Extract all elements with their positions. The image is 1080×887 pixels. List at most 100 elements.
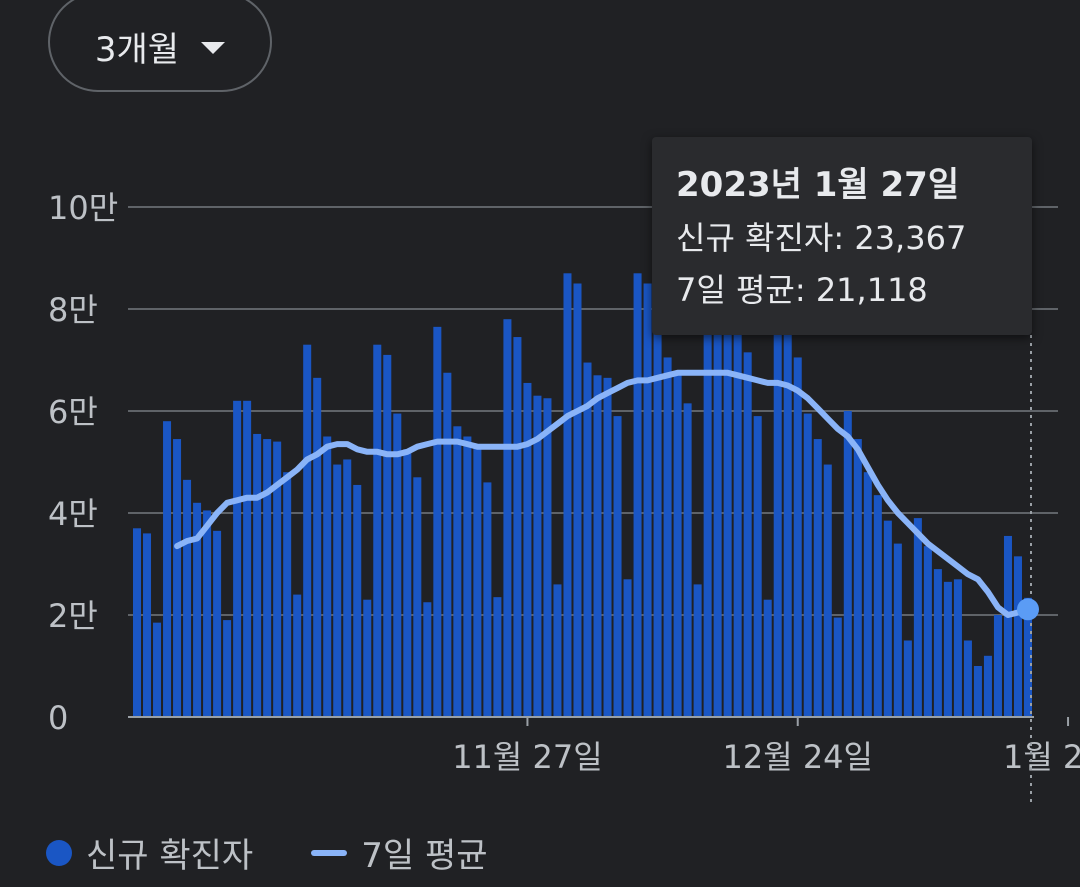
bar[interactable]	[683, 403, 692, 717]
bar[interactable]	[263, 439, 272, 717]
bar[interactable]	[393, 413, 402, 717]
bar[interactable]	[243, 400, 252, 717]
legend-item-average[interactable]: 7일 평균	[311, 828, 488, 877]
bar[interactable]	[363, 599, 372, 717]
y-axis-ticks: 0 2만 4만 6만 8만 10만	[48, 189, 118, 737]
bar[interactable]	[573, 283, 582, 718]
bar[interactable]	[583, 362, 592, 717]
bar[interactable]	[813, 439, 822, 717]
bar[interactable]	[143, 533, 152, 717]
bar[interactable]	[373, 344, 382, 717]
bar[interactable]	[843, 411, 852, 717]
bar[interactable]	[313, 377, 322, 717]
bar[interactable]	[193, 502, 202, 717]
bar[interactable]	[383, 354, 392, 717]
bar[interactable]	[973, 666, 982, 717]
bar[interactable]	[933, 569, 942, 717]
bar[interactable]	[923, 546, 932, 717]
bar[interactable]	[443, 372, 452, 717]
bar[interactable]	[913, 518, 922, 717]
bars[interactable]	[133, 232, 1032, 718]
bar[interactable]	[883, 520, 892, 717]
bar[interactable]	[603, 377, 612, 717]
bar[interactable]	[453, 426, 462, 717]
bar[interactable]	[133, 528, 142, 717]
tooltip-new-cases: 신규 확진자: 23,367	[676, 219, 967, 257]
bar[interactable]	[503, 319, 512, 717]
bar[interactable]	[1013, 556, 1022, 717]
bar[interactable]	[203, 510, 212, 717]
bar[interactable]	[493, 597, 502, 717]
bar[interactable]	[413, 477, 422, 717]
legend-label-new-cases: 신규 확진자	[86, 836, 254, 876]
bar[interactable]	[613, 416, 622, 717]
y-tick-label: 0	[48, 699, 68, 737]
bar[interactable]	[723, 298, 732, 717]
bar[interactable]	[323, 436, 332, 718]
bar[interactable]	[353, 484, 362, 717]
bar[interactable]	[693, 584, 702, 717]
bar[interactable]	[153, 622, 162, 717]
bar[interactable]	[563, 273, 572, 717]
bar[interactable]	[283, 472, 292, 717]
bar[interactable]	[533, 395, 542, 717]
bar[interactable]	[163, 421, 172, 717]
bar[interactable]	[633, 273, 642, 717]
bar[interactable]	[273, 441, 282, 717]
legend-item-new-cases[interactable]: 신규 확진자	[46, 828, 253, 877]
bar[interactable]	[303, 344, 312, 717]
bar[interactable]	[653, 314, 662, 717]
bar[interactable]	[293, 594, 302, 717]
bar[interactable]	[983, 655, 992, 717]
bar[interactable]	[803, 413, 812, 717]
bar[interactable]	[853, 439, 862, 717]
bar[interactable]	[553, 584, 562, 717]
bar[interactable]	[463, 436, 472, 718]
bar[interactable]	[703, 232, 712, 718]
bar[interactable]	[713, 242, 722, 717]
bar[interactable]	[183, 479, 192, 717]
bar[interactable]	[1003, 535, 1012, 717]
bar[interactable]	[1023, 597, 1032, 717]
bar[interactable]	[483, 482, 492, 717]
bar[interactable]	[473, 446, 482, 717]
bar[interactable]	[783, 326, 792, 717]
bar[interactable]	[873, 495, 882, 717]
bar[interactable]	[993, 615, 1002, 717]
bar[interactable]	[763, 599, 772, 717]
bar[interactable]	[423, 602, 432, 717]
bar[interactable]	[343, 459, 352, 717]
bar[interactable]	[903, 640, 912, 718]
bar[interactable]	[403, 449, 412, 717]
legend: 신규 확진자 7일 평균	[46, 828, 488, 877]
bar[interactable]	[953, 579, 962, 717]
bar[interactable]	[523, 382, 532, 717]
bar[interactable]	[743, 352, 752, 717]
bar[interactable]	[173, 439, 182, 717]
bar[interactable]	[233, 400, 242, 717]
bar[interactable]	[943, 581, 952, 717]
bar[interactable]	[223, 620, 232, 717]
bar[interactable]	[543, 398, 552, 717]
bar[interactable]	[213, 530, 222, 717]
bar[interactable]	[733, 324, 742, 717]
bar[interactable]	[663, 357, 672, 717]
bar[interactable]	[673, 372, 682, 717]
x-tick-label: 12월 24일	[722, 738, 873, 776]
bar[interactable]	[793, 357, 802, 717]
range-selector[interactable]: 3개월	[48, 0, 272, 92]
bar[interactable]	[253, 433, 262, 717]
bar[interactable]	[643, 283, 652, 718]
bar[interactable]	[773, 293, 782, 717]
bar[interactable]	[593, 375, 602, 717]
bar[interactable]	[823, 464, 832, 717]
bar[interactable]	[623, 579, 632, 717]
bar[interactable]	[433, 326, 442, 717]
bar[interactable]	[863, 472, 872, 717]
bar[interactable]	[963, 640, 972, 718]
bar[interactable]	[753, 416, 762, 717]
bar[interactable]	[833, 617, 842, 717]
bar[interactable]	[513, 337, 522, 717]
bar[interactable]	[333, 464, 342, 717]
bar[interactable]	[893, 543, 902, 717]
